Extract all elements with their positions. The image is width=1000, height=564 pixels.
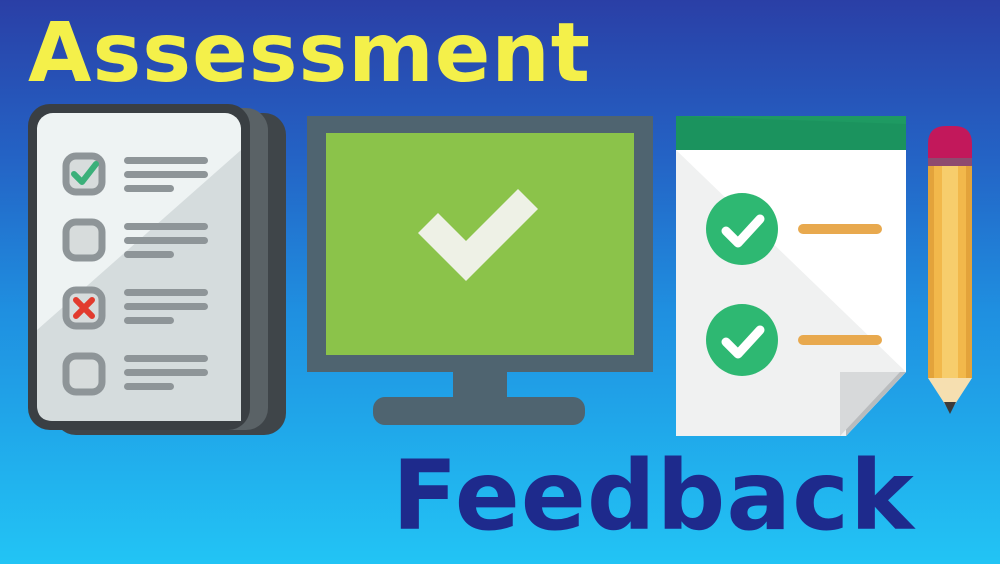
monitor-checkmark-icon [307,116,653,425]
check-circle-icon [706,304,778,376]
title-assessment: Assessment [28,6,591,101]
title-feedback: Feedback [392,440,915,552]
pencil-icon [928,126,972,414]
checklist-clipboard-icon [28,104,286,435]
checkbox-empty-icon [62,352,106,396]
check-circle-icon [706,193,778,265]
document-checklist-icon [676,116,906,436]
checkbox-cross-icon [62,286,106,330]
checkbox-checked-icon [62,152,106,196]
checkbox-empty-icon [62,218,106,262]
